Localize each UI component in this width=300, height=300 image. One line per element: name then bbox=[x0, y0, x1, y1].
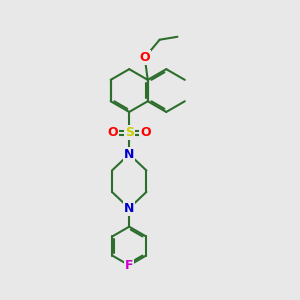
Text: S: S bbox=[125, 126, 134, 139]
Text: N: N bbox=[124, 148, 134, 161]
Text: N: N bbox=[124, 202, 134, 215]
Text: O: O bbox=[140, 126, 151, 139]
Text: F: F bbox=[125, 259, 134, 272]
Text: O: O bbox=[140, 51, 150, 64]
Text: O: O bbox=[107, 126, 118, 139]
